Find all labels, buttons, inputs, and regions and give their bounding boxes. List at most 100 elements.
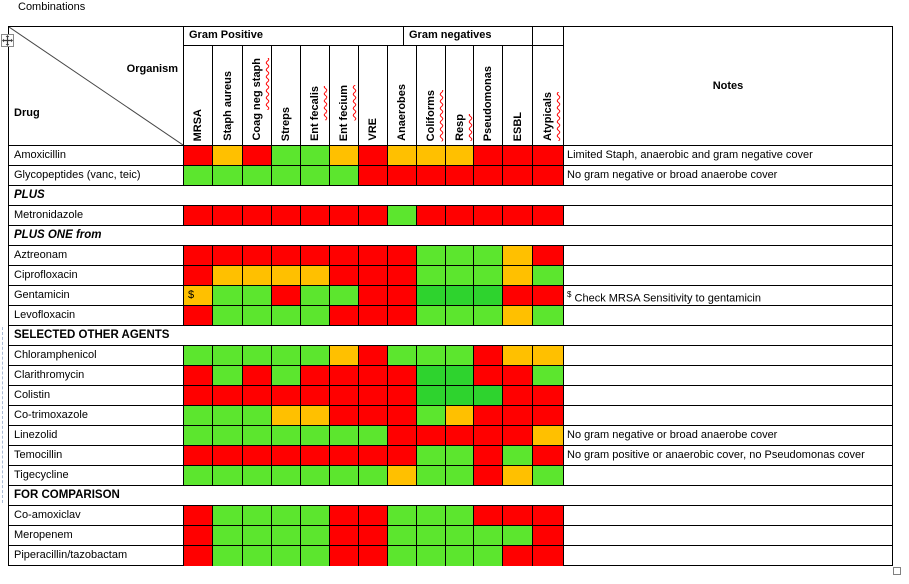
- coverage-cell: [417, 206, 446, 225]
- drug-label: Ciprofloxacin: [9, 266, 184, 285]
- note-footnote-marker: $: [567, 290, 572, 299]
- section-row-for-comparison: FOR COMPARISON: [9, 486, 892, 506]
- coverage-cell: [533, 306, 563, 325]
- coverage-cell: [503, 366, 533, 385]
- coverage-cell: [474, 506, 503, 525]
- col-header-resp: Resp: [446, 46, 474, 145]
- coverage-cell: [330, 146, 359, 165]
- group-header-row: Gram Positive Gram negatives: [184, 27, 563, 46]
- note-cell: [564, 366, 892, 385]
- coverage-cell: [243, 286, 272, 305]
- drug-label: Glycopeptides (vanc, teic): [9, 166, 184, 185]
- move-icon: [2, 35, 13, 46]
- note-cell: [564, 306, 892, 325]
- coverage-cell: [243, 426, 272, 445]
- coverage-cell: [359, 246, 388, 265]
- coverage-cell: [388, 406, 417, 425]
- coverage-cell: [272, 266, 301, 285]
- coverage-cell: [301, 246, 330, 265]
- section-row-plus: PLUS: [9, 186, 892, 206]
- coverage-cells: [184, 546, 564, 566]
- coverage-cell: [213, 166, 243, 185]
- col-header-mrsa: MRSA: [184, 46, 213, 145]
- coverage-cell: [388, 386, 417, 405]
- coverage-cell: [243, 306, 272, 325]
- coverage-cell: [184, 406, 213, 425]
- drug-row-piperacillin-tazobactam: Piperacillin/tazobactam: [9, 546, 892, 566]
- combinations-table: Organism Drug Gram Positive Gram negativ…: [8, 26, 893, 566]
- coverage-cell: [446, 166, 474, 185]
- coverage-cell: [184, 426, 213, 445]
- col-header-coliforms: Coliforms: [417, 46, 446, 145]
- coverage-cells: [184, 466, 564, 485]
- coverage-cell: [330, 166, 359, 185]
- coverage-cell: [359, 166, 388, 185]
- section-row-selected-other-agents: SELECTED OTHER AGENTS: [9, 326, 892, 346]
- coverage-cells: [184, 306, 564, 325]
- coverage-cell: [272, 466, 301, 485]
- coverage-cell: [446, 146, 474, 165]
- coverage-cell: [446, 406, 474, 425]
- note-cell: [564, 246, 892, 265]
- col-header-label: Atypicals: [542, 92, 554, 141]
- note-cell: [564, 466, 892, 485]
- coverage-cells: [184, 506, 564, 525]
- notes-header-cell: Notes: [564, 27, 892, 145]
- coverage-cell: [184, 346, 213, 365]
- coverage-cell: [533, 466, 563, 485]
- coverage-cell: [184, 446, 213, 465]
- table-resize-handle[interactable]: [893, 567, 901, 575]
- coverage-cell: [243, 146, 272, 165]
- coverage-cell: [446, 266, 474, 285]
- coverage-cell: [417, 286, 446, 305]
- col-header-label: Pseudomonas: [482, 65, 494, 141]
- coverage-cells: [184, 526, 564, 545]
- coverage-cell: [533, 146, 563, 165]
- page-title: Combinations: [18, 1, 86, 13]
- note-cell: [564, 266, 892, 285]
- coverage-cell: [388, 466, 417, 485]
- col-header-coag-neg-staph: Coag neg staph: [243, 46, 272, 145]
- table-header-block: Organism Drug Gram Positive Gram negativ…: [9, 27, 892, 146]
- coverage-cell: [446, 386, 474, 405]
- coverage-cell: [417, 366, 446, 385]
- coverage-cell: [301, 286, 330, 305]
- coverage-cell: [330, 286, 359, 305]
- coverage-cell: [503, 426, 533, 445]
- coverage-cell: [474, 466, 503, 485]
- drug-row-amoxicillin: Amoxicillin Limited Staph, anaerobic and …: [9, 146, 892, 166]
- coverage-cell: [213, 386, 243, 405]
- coverage-cell: [272, 306, 301, 325]
- coverage-cell: [359, 366, 388, 385]
- coverage-cell: [533, 386, 563, 405]
- coverage-cell: [243, 246, 272, 265]
- corner-header-cell: Organism Drug: [9, 27, 184, 145]
- col-header-ent-fecalis: Ent fecalis: [301, 46, 330, 145]
- coverage-cell: [330, 346, 359, 365]
- coverage-cell: [359, 306, 388, 325]
- coverage-cell: [330, 386, 359, 405]
- col-header-label: Resp: [453, 114, 466, 141]
- table-move-handle[interactable]: [1, 34, 14, 47]
- coverage-cell: [417, 346, 446, 365]
- note-cell: No gram negative or broad anaerobe cover: [567, 169, 778, 181]
- coverage-cells: [184, 166, 564, 185]
- drug-label: Co-trimoxazole: [9, 406, 184, 425]
- drug-label: Meropenem: [9, 526, 184, 545]
- coverage-cell: [503, 466, 533, 485]
- coverage-cell: [503, 386, 533, 405]
- coverage-cell: [503, 546, 533, 566]
- section-label: PLUS: [14, 189, 45, 201]
- coverage-cells: [184, 366, 564, 385]
- coverage-cell: [417, 466, 446, 485]
- col-header-label: Anaerobes: [396, 84, 408, 141]
- coverage-cell: [243, 406, 272, 425]
- coverage-cell: [388, 146, 417, 165]
- coverage-cell: [213, 426, 243, 445]
- coverage-cell: [272, 366, 301, 385]
- coverage-cell: [503, 506, 533, 525]
- coverage-cell: [417, 406, 446, 425]
- drug-row-gentamicin: Gentamicin $ $ Check MRSA Sensitivity to g…: [9, 286, 892, 306]
- corner-organism-label: Organism: [126, 63, 178, 75]
- col-header-label: VRE: [367, 118, 379, 141]
